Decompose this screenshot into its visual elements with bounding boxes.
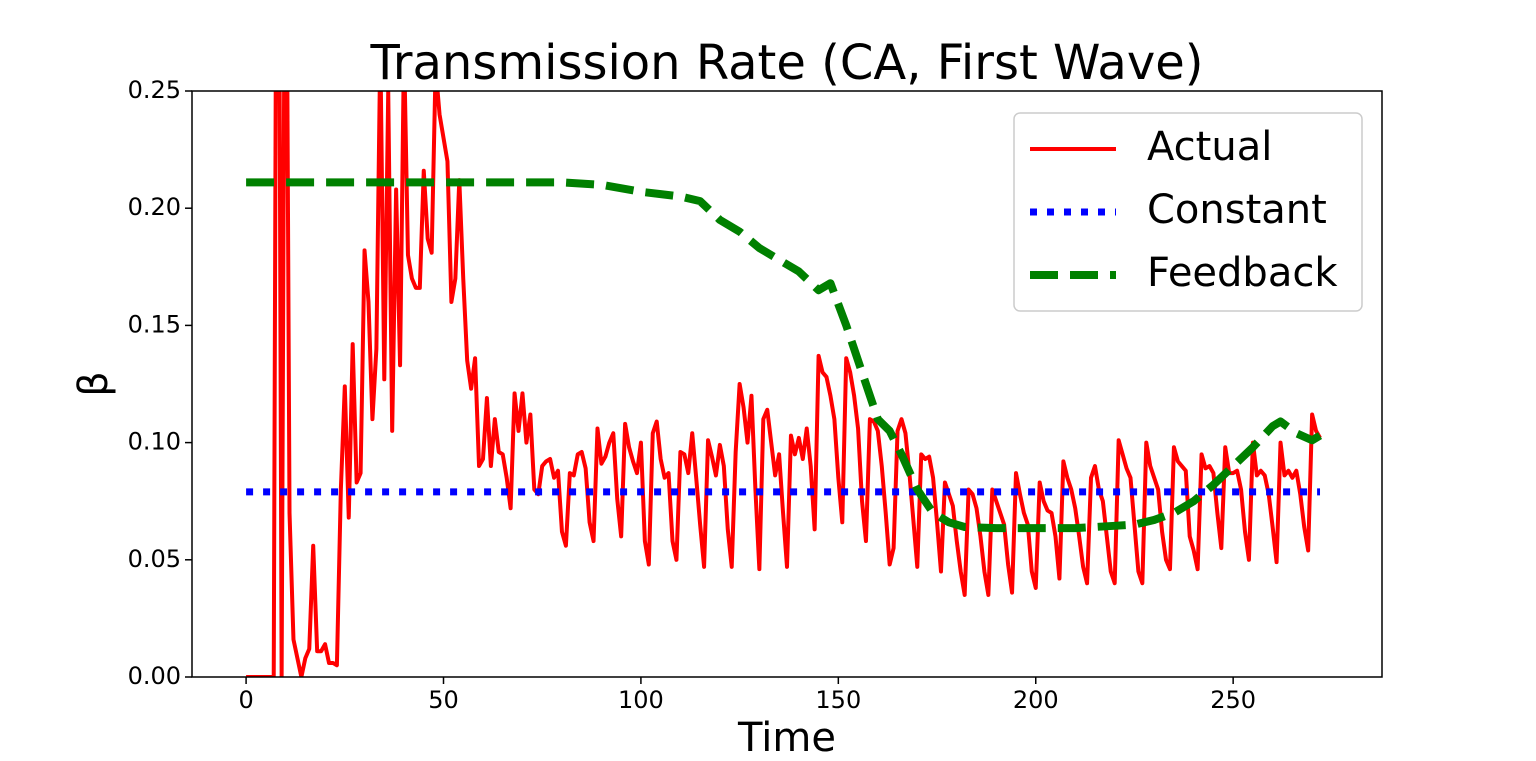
plot-area <box>246 91 1323 677</box>
chart-title: Transmission Rate (CA, First Wave) <box>370 35 1204 91</box>
y-tick-label: 0.05 <box>128 545 181 573</box>
x-tick-label: 100 <box>618 686 664 714</box>
x-tick-label: 150 <box>815 686 861 714</box>
x-tick-label: 0 <box>238 686 253 714</box>
y-axis-label: β <box>71 371 117 397</box>
plot-frame <box>191 90 1383 678</box>
y-tick-label: 0.25 <box>128 76 181 104</box>
legend-label: Actual <box>1147 124 1272 170</box>
series-line <box>246 91 1322 677</box>
y-tick-label: 0.15 <box>128 310 181 338</box>
x-axis-label: Time <box>737 715 836 761</box>
x-tick-label: 250 <box>1210 686 1256 714</box>
legend-box <box>1013 112 1363 312</box>
x-tick-label: 200 <box>1013 686 1059 714</box>
series-line <box>246 178 1323 533</box>
legend-label: Constant <box>1147 187 1327 233</box>
x-tick-label: 50 <box>428 686 459 714</box>
legend-label: Feedback <box>1147 250 1338 296</box>
y-tick-label: 0.10 <box>128 428 181 456</box>
y-tick-label: 0.20 <box>128 193 181 221</box>
y-tick-label: 0.00 <box>128 662 181 690</box>
